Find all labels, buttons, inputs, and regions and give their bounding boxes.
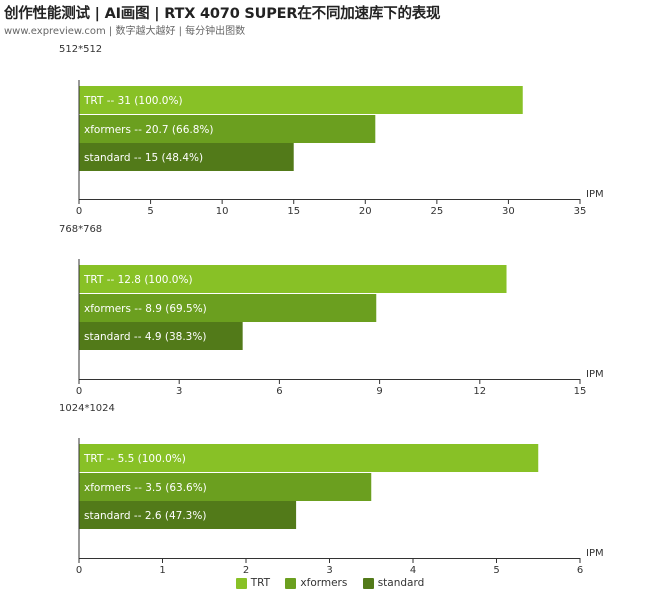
x-tick-label-1-4: 12 [473, 386, 486, 397]
bar-label-standard-2: standard -- 2.6 (47.3%) [84, 510, 206, 522]
x-tick-label-1-5: 15 [574, 386, 587, 397]
x-tick-label-2-1: 1 [159, 565, 165, 575]
bar-label-trt-2: TRT -- 5.5 (100.0%) [83, 453, 186, 465]
x-tick-label-2-6: 6 [577, 565, 583, 575]
bar-trt-1 [79, 265, 507, 293]
x-tick-label-0-4: 20 [359, 206, 372, 217]
bar-xformers-2 [79, 473, 372, 501]
x-axis-label-1: IPM [586, 369, 604, 380]
bar-standard-0 [79, 143, 294, 171]
legend-label-trt: TRT [250, 577, 271, 589]
bar-label-standard-1: standard -- 4.9 (38.3%) [84, 331, 206, 343]
x-axis-label-0: IPM [586, 189, 604, 200]
bar-label-trt-0: TRT -- 31 (100.0%) [83, 95, 183, 107]
legend-swatch-xformers [285, 577, 297, 589]
legend-label-standard: standard [377, 577, 425, 589]
charts-canvas: 512*512 TRT -- 31 (100.0%) xformers -- 20.… [59, 44, 604, 575]
legend-swatch-trt [235, 577, 247, 589]
x-tick-label-0-2: 10 [216, 206, 229, 217]
legend-item-trt[interactable]: TRT [235, 577, 271, 589]
x-tick-label-0-0: 0 [76, 206, 82, 217]
bar-label-standard-0: standard -- 15 (48.4%) [84, 152, 203, 164]
legend-item-xformers[interactable]: xformers [285, 577, 347, 589]
bar-standard-2 [79, 501, 297, 529]
legend-swatch-standard [362, 577, 374, 589]
bar-label-trt-1: TRT -- 12.8 (100.0%) [83, 274, 193, 286]
bar-label-xformers-0: xformers -- 20.7 (66.8%) [84, 124, 213, 136]
x-tick-label-2-5: 5 [493, 565, 499, 575]
bar-standard-1 [79, 322, 243, 350]
x-tick-label-0-5: 25 [430, 206, 443, 217]
x-tick-label-0-1: 5 [147, 206, 153, 217]
x-tick-label-2-0: 0 [76, 565, 82, 575]
chart-title-0: 512*512 [59, 44, 102, 55]
bar-xformers-0 [79, 115, 376, 143]
x-tick-label-2-4: 4 [410, 565, 416, 575]
bar-label-xformers-1: xformers -- 8.9 (69.5%) [84, 303, 207, 315]
x-tick-label-1-0: 0 [76, 386, 82, 397]
legend-item-standard[interactable]: standard [362, 577, 425, 589]
x-axis-label-2: IPM [586, 548, 604, 559]
x-tick-label-1-2: 6 [276, 386, 282, 397]
x-tick-label-0-3: 15 [287, 206, 300, 217]
x-tick-label-2-3: 3 [326, 565, 332, 575]
chart-title-1: 768*768 [59, 224, 102, 235]
x-tick-label-2-2: 2 [243, 565, 249, 575]
chart-title-2: 1024*1024 [59, 403, 115, 414]
chart-legend: TRT xformers standard [0, 577, 660, 592]
bar-trt-2 [79, 444, 539, 472]
x-tick-label-1-3: 9 [376, 386, 382, 397]
bar-trt-0 [79, 86, 523, 114]
legend-label-xformers: xformers [300, 577, 348, 589]
x-tick-label-1-1: 3 [176, 386, 182, 397]
page-title: 创作性能测试 | AI画图 | RTX 4070 SUPER在不同加速库下的表现 [4, 6, 441, 22]
bar-label-xformers-2: xformers -- 3.5 (63.6%) [84, 482, 207, 494]
x-tick-label-0-7: 35 [574, 206, 587, 217]
bar-xformers-1 [79, 294, 377, 322]
page-subtitle: www.expreview.com | 数字越大越好 | 每分钟出图数 [4, 26, 246, 37]
x-tick-label-0-6: 30 [502, 206, 515, 217]
